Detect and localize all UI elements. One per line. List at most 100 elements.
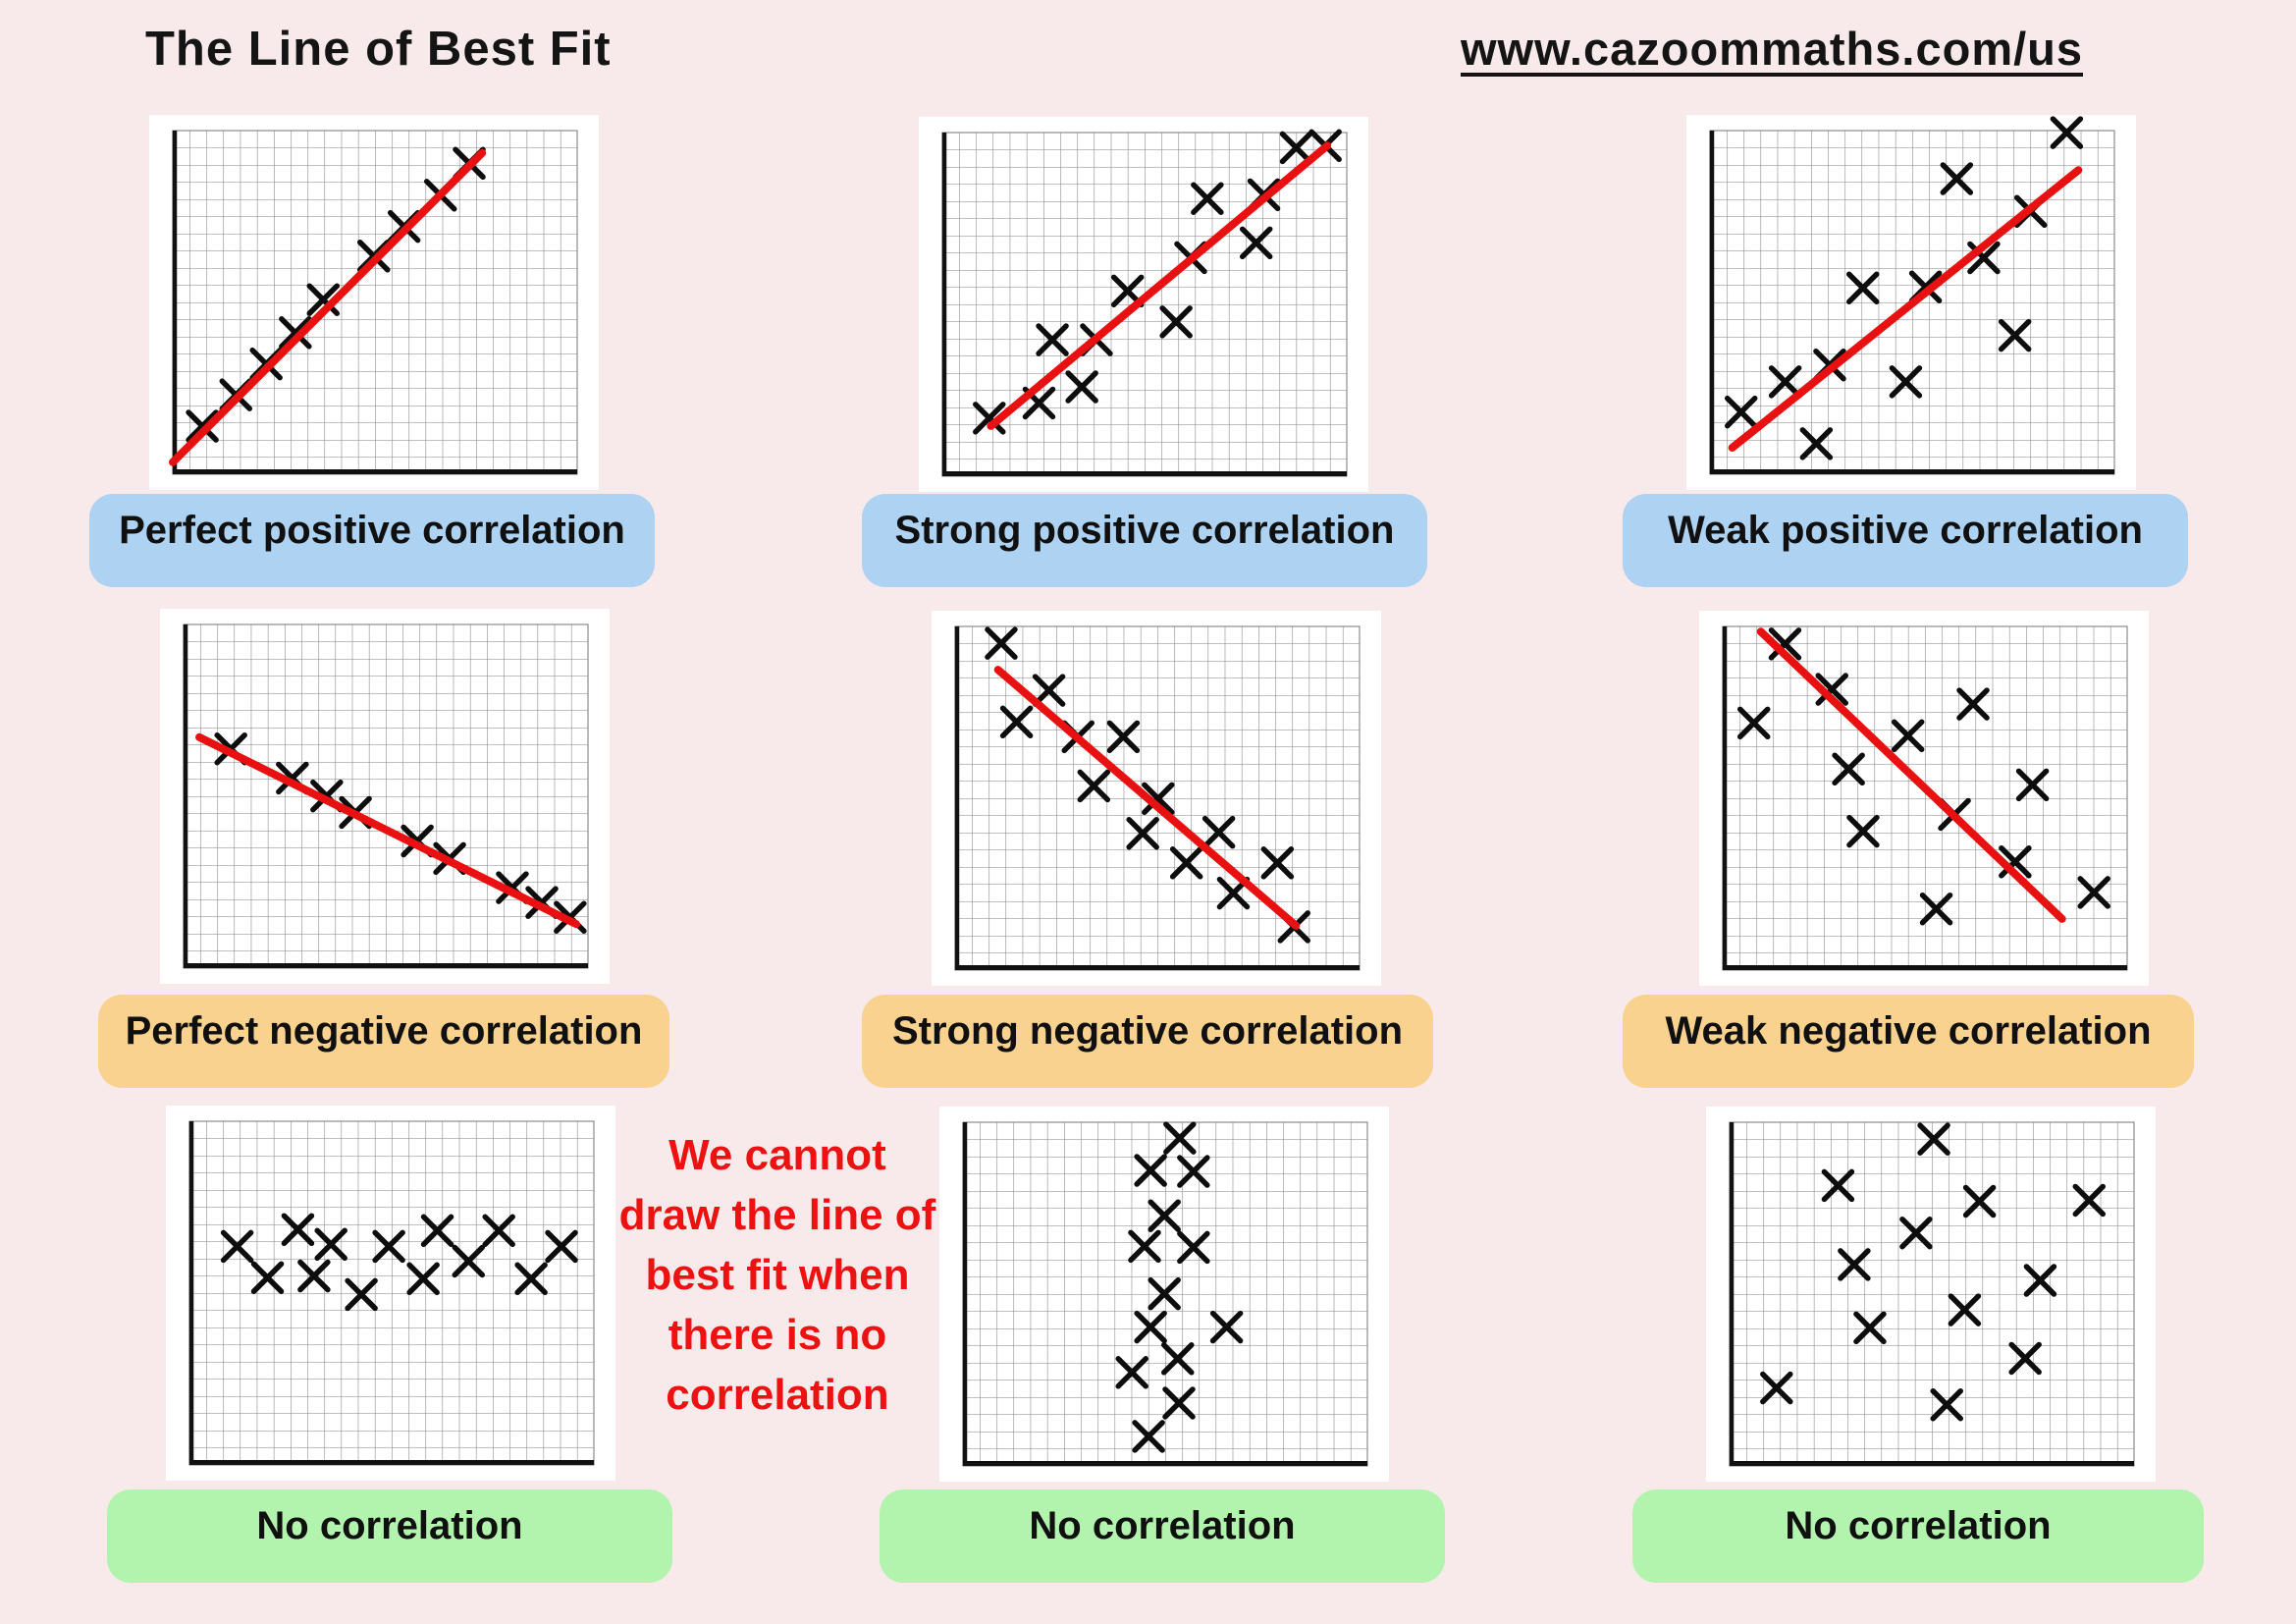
- data-point-marker: [281, 1213, 315, 1246]
- data-point-marker: [545, 1229, 578, 1264]
- data-point-marker: [1760, 1371, 1793, 1405]
- scatter-grid: [1722, 625, 2128, 971]
- chart-panel-2: [1686, 115, 2136, 490]
- data-point-marker: [279, 316, 312, 350]
- data-point-marker: [1853, 1311, 1887, 1345]
- scatter-grid: [169, 130, 578, 475]
- data-point-marker: [1815, 673, 1848, 706]
- data-point-marker: [2023, 1264, 2057, 1297]
- data-point-marker: [186, 409, 219, 443]
- data-point-marker: [1940, 162, 1974, 195]
- label-no-correlation-1: No correlation: [107, 1489, 672, 1583]
- best-fit-line: [1728, 166, 2083, 453]
- data-point-marker: [2077, 876, 2110, 909]
- data-point-marker: [1177, 1155, 1210, 1188]
- data-point-marker: [1948, 1293, 1982, 1326]
- chart-panel-3: [160, 609, 610, 984]
- best-fit-line: [1756, 627, 2066, 923]
- chart-panel-1: [919, 117, 1368, 492]
- label-no-correlation-3: No correlation: [1632, 1489, 2204, 1583]
- data-point-marker: [1279, 131, 1313, 165]
- data-point-marker: [1106, 720, 1141, 754]
- data-point-marker: [1845, 271, 1880, 305]
- data-point-marker: [1209, 1310, 1244, 1344]
- data-point-marker: [999, 705, 1034, 739]
- data-point-marker: [1134, 1154, 1167, 1187]
- data-point-marker: [1163, 1121, 1197, 1155]
- data-point-marker: [1724, 395, 1758, 429]
- data-point-marker: [1838, 1248, 1871, 1281]
- data-point-marker: [1201, 815, 1236, 849]
- data-point-marker: [1128, 1229, 1161, 1264]
- chart-panel-7: [939, 1107, 1389, 1482]
- data-point-marker: [1962, 1184, 1997, 1218]
- data-point-marker: [1899, 1216, 1933, 1250]
- chart-panel-6: [166, 1106, 615, 1481]
- data-point-marker: [1891, 719, 1925, 753]
- data-point-marker: [1148, 1276, 1181, 1311]
- data-point-marker: [1846, 814, 1880, 848]
- data-point-marker: [1736, 706, 1771, 740]
- data-point-marker: [452, 1244, 486, 1278]
- data-point-marker: [420, 1214, 454, 1248]
- label-strong-negative: Strong negative correlation: [862, 995, 1433, 1088]
- scatter-grid: [941, 129, 1348, 477]
- data-point-marker: [1126, 816, 1159, 850]
- scatter-grid: [1709, 116, 2115, 475]
- data-point-marker: [1919, 892, 1953, 926]
- note-line: We cannot: [668, 1131, 886, 1179]
- data-point-marker: [482, 1214, 515, 1248]
- data-point-marker: [1930, 1387, 1963, 1422]
- data-point-marker: [1799, 427, 1834, 460]
- data-point-marker: [250, 1261, 285, 1294]
- scatter-grid: [962, 1121, 1368, 1467]
- data-point-marker: [1132, 1420, 1165, 1453]
- label-perfect-negative: Perfect negative correlation: [98, 995, 669, 1088]
- data-point-marker: [1162, 1386, 1196, 1420]
- data-point-marker: [1998, 318, 2032, 352]
- label-strong-positive: Strong positive correlation: [862, 494, 1427, 587]
- data-point-marker: [314, 1227, 347, 1262]
- chart-panel-8: [1706, 1107, 2156, 1482]
- data-point-marker: [1148, 1199, 1181, 1232]
- chart-panel-0: [149, 115, 599, 490]
- best-fit-line: [993, 666, 1301, 930]
- data-point-marker: [2072, 1183, 2107, 1218]
- data-point-marker: [406, 1262, 440, 1296]
- data-point-marker: [2015, 768, 2050, 802]
- label-weak-negative: Weak negative correlation: [1623, 995, 2194, 1088]
- data-point-marker: [1768, 627, 1802, 661]
- scatter-grid: [183, 623, 589, 969]
- data-point-marker: [1239, 226, 1273, 260]
- chart-panel-5: [1699, 611, 2149, 986]
- scatter-grid: [1729, 1121, 2135, 1467]
- label-no-correlation-2: No correlation: [880, 1489, 1445, 1583]
- data-point-marker: [985, 626, 1018, 660]
- note-line: there is no: [667, 1311, 887, 1359]
- data-point-marker: [297, 1259, 331, 1293]
- data-point-marker: [1161, 1342, 1195, 1376]
- note-line: draw the line of: [618, 1191, 936, 1239]
- data-point-marker: [1032, 674, 1066, 707]
- data-point-marker: [1115, 1356, 1148, 1389]
- no-correlation-note: We cannot draw the line of best fit when th…: [573, 1125, 982, 1425]
- data-point-marker: [306, 283, 341, 316]
- data-point-marker: [2008, 1341, 2042, 1376]
- website-link[interactable]: www.cazoommaths.com/us: [1461, 23, 2084, 75]
- best-fit-line: [169, 148, 487, 466]
- data-point-marker: [1821, 1168, 1855, 1203]
- data-point-marker: [973, 402, 1006, 435]
- data-point-marker: [1956, 687, 1990, 721]
- note-line: correlation: [666, 1371, 889, 1419]
- grid-paper: [172, 130, 578, 475]
- chart-panel-4: [932, 611, 1381, 986]
- data-point-marker: [1768, 365, 1802, 399]
- data-point-marker: [1159, 305, 1193, 339]
- data-point-marker: [1036, 323, 1069, 356]
- data-point-marker: [1142, 782, 1175, 816]
- data-point-marker: [372, 1229, 405, 1264]
- data-point-marker: [1065, 370, 1098, 404]
- grid-paper: [183, 623, 589, 969]
- best-fit-line: [195, 732, 581, 929]
